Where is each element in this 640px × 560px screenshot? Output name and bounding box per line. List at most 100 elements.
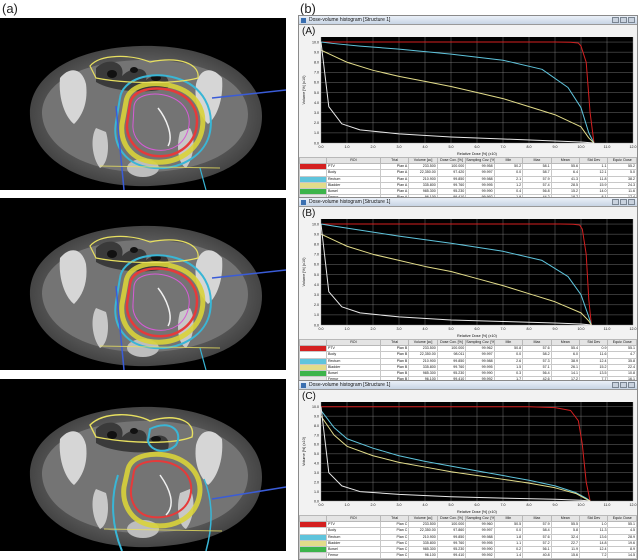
y-tick-label: 5.0 (314, 452, 319, 456)
ct-scan-image-2 (0, 198, 286, 370)
table-row[interactable]: Bladder Plan B 335.800 99.760 99.995 1.5 57.1 2… (299, 363, 637, 372)
x-tick-label: 10.0 (578, 327, 585, 331)
dvh-curve (320, 233, 592, 326)
minimize-icon[interactable] (612, 199, 619, 205)
y-tick-label: 0.0 (314, 323, 319, 327)
x-tick-label: 1.0 (345, 327, 350, 331)
dvh-window-b: Dose-volume histogram [Structure 1] (B) … (298, 197, 638, 385)
x-axis-label: Relative Dose [%] (x10) (457, 510, 498, 514)
dvh-plot: 0.0 1.0 2.0 3.0 4.0 5.0 6.0 7.0 8.0 9.0 10.0 11.0 12… (302, 402, 637, 514)
x-tick-label: 1.0 (345, 503, 350, 507)
table-row[interactable]: PTV Plan B 233.500 100.000 99.962 50.8 57.6 55.… (299, 345, 637, 353)
x-tick-label: 4.0 (423, 503, 428, 507)
table-header-row: ROI Trial Volume [cc] Dose Cov. [%] Sampling… (299, 338, 637, 347)
y-tick-label: 8.0 (314, 243, 319, 247)
app-icon (301, 383, 306, 388)
column-header[interactable]: Std Dev (579, 156, 609, 165)
y-tick-label: 10.0 (312, 40, 319, 44)
x-tick-label: 11.0 (604, 145, 611, 149)
x-tick-label: 8.0 (527, 327, 532, 331)
table-cell: 11.6 (579, 351, 609, 359)
dvh-legend-table: ROI Trial Volume [cc] Dose Cov. [%] Sampling… (299, 338, 637, 384)
minimize-icon[interactable] (612, 17, 619, 23)
maximize-icon[interactable] (620, 17, 627, 23)
column-header[interactable]: Dose Cov. [%] (436, 338, 467, 347)
window-title: Dose-volume histogram [Structure 1] (309, 199, 391, 205)
window-title-bar[interactable]: Dose-volume histogram [Structure 1] (299, 16, 637, 25)
column-header[interactable]: Sampling Cov. [%] (465, 156, 495, 165)
x-tick-label: 9.0 (553, 503, 558, 507)
ct-scan-drawing (0, 198, 286, 370)
table-row[interactable]: Body Plan B 22,350.00 98.011 99.997 0.0 58.2 6.… (299, 351, 637, 359)
x-tick-label: 2.0 (371, 503, 376, 507)
x-tick-label: 7.0 (501, 503, 506, 507)
x-tick-label: 12.0 (630, 327, 637, 331)
y-tick-label: 4.0 (314, 283, 319, 287)
dvh-curve (321, 41, 595, 144)
x-tick-label: 3.0 (397, 145, 402, 149)
y-tick-label: 9.0 (314, 414, 319, 418)
y-tick-label: 5.0 (314, 273, 319, 277)
maximize-icon[interactable] (620, 199, 627, 205)
x-tick-label: 11.0 (604, 327, 611, 331)
close-icon[interactable] (628, 17, 635, 23)
x-axis-label: Relative Dose [%] (x10) (457, 152, 498, 156)
y-tick-label: 1.0 (314, 131, 319, 135)
x-tick-label: 12.0 (630, 145, 637, 149)
dvh-curve (320, 406, 591, 502)
table-row[interactable]: Rectum Plan B 210.900 99.850 99.988 2.6 57.3 38… (299, 357, 637, 365)
ct-scan-drawing (0, 18, 286, 190)
y-tick-label: 7.0 (314, 253, 319, 257)
dvh-curve (320, 223, 592, 326)
y-tick-label: 10.0 (312, 222, 319, 226)
y-tick-label: 1.0 (314, 313, 319, 317)
table-cell: 96.100 (408, 552, 438, 560)
table-cell: 99.410 (436, 552, 467, 560)
app-icon (301, 200, 306, 205)
dvh-curve (320, 415, 591, 502)
y-tick-label: 2.0 (314, 480, 319, 484)
dvh-curve (320, 49, 595, 144)
x-tick-label: 3.0 (397, 327, 402, 331)
column-header[interactable]: Equiv. Dose (607, 514, 637, 523)
table-cell: 40.8 (522, 552, 552, 560)
y-tick-label: 5.0 (314, 91, 319, 95)
y-tick-label: 4.0 (314, 101, 319, 105)
close-icon[interactable] (628, 199, 635, 205)
column-header[interactable]: Std Dev (579, 514, 609, 523)
column-header[interactable]: Equiv. Dose (607, 338, 637, 347)
y-tick-label: 9.0 (314, 232, 319, 236)
column-header[interactable]: Equiv. Dose (607, 156, 637, 165)
table-header-row: ROI Trial Volume [cc] Dose Cov. [%] Sampling… (299, 156, 637, 165)
ct-scan-image-1 (0, 18, 286, 190)
table-row[interactable]: Femur Plan C 96.100 99.410 99.992 1.4 40.8 15.6… (299, 552, 637, 560)
column-header[interactable]: Dose Cov. [%] (436, 514, 467, 523)
minimize-icon[interactable] (612, 382, 619, 388)
figure-label-a: (a) (2, 1, 18, 16)
y-tick-label: 3.0 (314, 111, 319, 115)
column-header[interactable]: Sampling Cov. [%] (465, 338, 495, 347)
column-header[interactable]: Sampling Cov. [%] (465, 514, 495, 523)
table-row[interactable]: Bowel Plan B 985.300 95.230 99.990 0.3 56.4 14.… (299, 369, 637, 378)
x-tick-label: 8.0 (527, 145, 532, 149)
window-title-bar[interactable]: Dose-volume histogram [Structure 1] (299, 381, 637, 390)
maximize-icon[interactable] (620, 382, 627, 388)
x-tick-label: 7.0 (501, 145, 506, 149)
dvh-window-a: Dose-volume histogram [Structure 1] (A) … (298, 15, 638, 203)
close-icon[interactable] (628, 382, 635, 388)
dvh-curve (321, 223, 592, 326)
table-row[interactable]: PTV Plan A 233.500 100.000 99.958 50.2 58.1 55.… (299, 163, 637, 171)
y-tick-label: 3.0 (314, 293, 319, 297)
column-header[interactable]: Std Dev (579, 338, 609, 347)
table-cell: 13.5 (579, 369, 609, 378)
column-header[interactable]: Dose Cov. [%] (436, 156, 467, 165)
y-tick-label: 6.0 (314, 443, 319, 447)
y-axis-label: Volume [%] (x10) (302, 257, 306, 287)
x-tick-label: 9.0 (553, 327, 558, 331)
panel-tag: (A) (301, 26, 317, 37)
x-tick-label: 2.0 (371, 327, 376, 331)
table-row[interactable]: Body Plan A 22,350.00 97.420 99.997 0.0 58.7 6.… (299, 169, 637, 177)
table-cell: 0.9 (579, 345, 609, 353)
x-tick-label: 5.0 (449, 327, 454, 331)
window-title-bar[interactable]: Dose-volume histogram [Structure 1] (299, 198, 637, 207)
